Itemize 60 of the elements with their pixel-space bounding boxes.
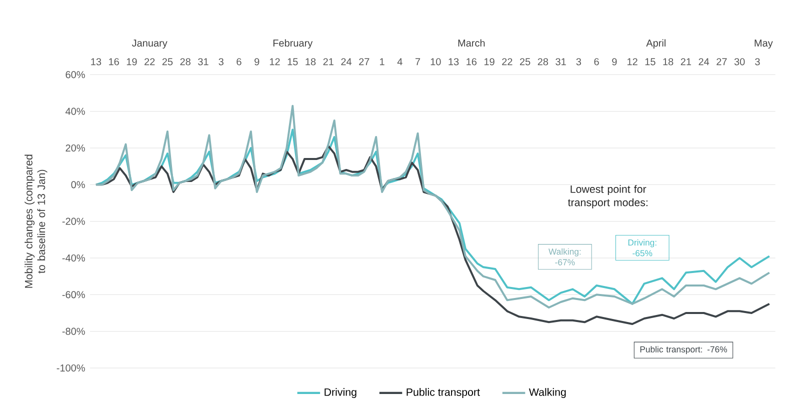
x-tick-label: 3	[218, 58, 224, 66]
x-tick-label: 27	[716, 58, 727, 66]
x-tick-label: 18	[663, 58, 674, 66]
x-tick-label: 16	[109, 58, 119, 66]
x-tick-label: 22	[502, 58, 512, 66]
x-tick-label: 7	[416, 58, 420, 66]
y-tick-label: 0%	[71, 181, 85, 188]
y-tick-label: 20%	[66, 144, 85, 152]
x-tick-label: 9	[612, 58, 617, 66]
x-tick-label: 13	[91, 58, 102, 66]
x-tick-label: 25	[162, 58, 173, 66]
x-tick-label: 22	[144, 58, 155, 66]
x-tick-label: 6	[594, 58, 599, 66]
x-tick-label: 3	[576, 58, 582, 66]
annotation: Lowest point for transport modes:	[568, 185, 648, 208]
x-tick-label: 25	[520, 58, 530, 66]
y-axis-title: Mobility changes (compared to baseline of 13 Jan)	[24, 154, 48, 288]
y-tick-label: -60%	[62, 291, 85, 298]
x2-tick-label: March	[458, 39, 485, 47]
x-tick-label: 30	[734, 58, 745, 66]
x-tick-label: 27	[359, 58, 370, 66]
legend-label: Walking	[528, 388, 566, 398]
x-tick-label: 16	[466, 58, 477, 66]
x-tick-label: 9	[254, 58, 260, 66]
x2-tick-label: April	[646, 39, 666, 49]
x-tick-label: 19	[126, 58, 137, 66]
x-tick-label: 21	[680, 58, 692, 66]
x-tick-label: 31	[198, 58, 208, 66]
x2-tick-label: May	[754, 40, 773, 49]
x-tick-label: 15	[288, 58, 298, 66]
x-tick-label: 31	[556, 58, 566, 66]
x-tick-label: 15	[645, 58, 656, 66]
x-tick-label: 24	[341, 58, 352, 66]
x-tick-label: 21	[323, 58, 334, 66]
x2-tick-label: January	[132, 40, 168, 49]
annotation: Walking: -67%	[548, 248, 581, 266]
x-tick-label: 28	[180, 58, 190, 66]
x-tick-label: 28	[538, 58, 548, 66]
y-tick-label: 40%	[66, 108, 85, 115]
y-tick-label: -80%	[62, 328, 85, 335]
x2-tick-label: February	[273, 39, 313, 49]
y-tick-label: -20%	[62, 218, 85, 225]
y-tick-label: -40%	[62, 254, 85, 262]
x-tick-label: 19	[484, 58, 494, 66]
x-tick-label: 12	[628, 58, 638, 66]
x-tick-label: 4	[397, 58, 402, 66]
y-tick-label: 60%	[66, 71, 85, 78]
annotation: Driving: -65%	[628, 239, 656, 256]
legend-label: Public transport	[406, 388, 480, 398]
x-tick-label: 18	[306, 58, 316, 66]
y-tick-label: -100%	[56, 364, 85, 372]
annotation: Public transport: -76%	[640, 346, 727, 354]
x-tick-label: 3	[755, 58, 760, 66]
legend-label: Driving	[324, 388, 356, 398]
x-tick-label: 12	[270, 58, 280, 66]
x-tick-label: 6	[236, 58, 242, 66]
x-tick-label: 13	[448, 58, 459, 66]
x-tick-label: 1	[380, 58, 384, 66]
x-tick-label: 24	[698, 58, 710, 66]
x-tick-label: 10	[430, 58, 441, 66]
